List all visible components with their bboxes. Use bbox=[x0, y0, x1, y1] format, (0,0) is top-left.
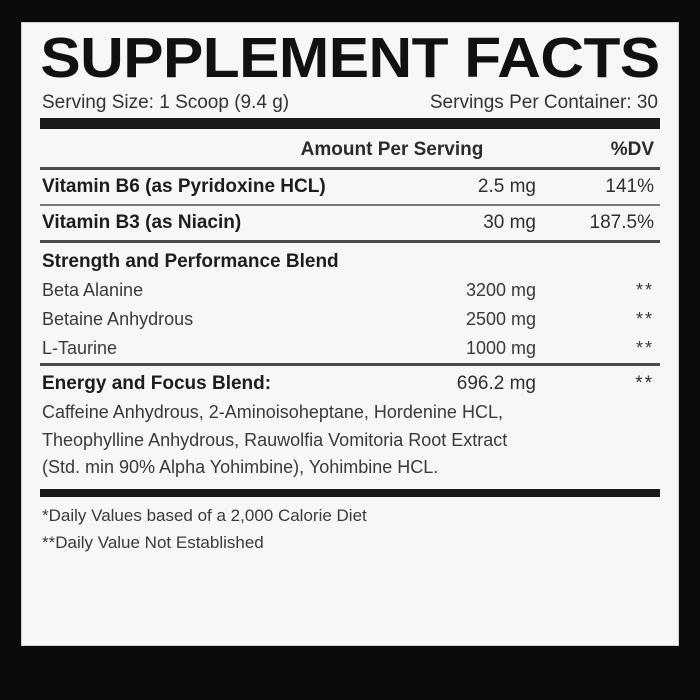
divider-thick-top bbox=[40, 118, 660, 129]
column-header-daily-value: %DV bbox=[610, 139, 654, 160]
divider-below-headers bbox=[40, 167, 660, 170]
ingredient-amount: 3200 mg bbox=[465, 280, 536, 300]
divider-thick-bottom bbox=[40, 488, 660, 497]
nutrient-row-vitamin-b6: Vitamin B6 (as Pyridoxine HCL) 2.5 mg 14… bbox=[40, 170, 660, 204]
ingredient-line: Caffeine Anhydrous, 2-Aminoisoheptane, H… bbox=[42, 402, 503, 422]
label-title: SUPPLEMENT FACTS bbox=[40, 26, 660, 90]
footnotes-block: *Daily Values based of a 2,000 Calorie D… bbox=[40, 497, 660, 556]
ingredient-amount: 1000 mg bbox=[465, 338, 536, 358]
energy-blend-daily-value: ** bbox=[635, 373, 654, 394]
nutrient-daily-value: 141% bbox=[605, 176, 654, 197]
nutrient-amount: 30 mg bbox=[483, 212, 536, 233]
ingredient-daily-value: ** bbox=[635, 338, 654, 358]
divider-between-vitamins bbox=[40, 204, 660, 206]
ingredient-row-betaine-anhydrous: Betaine Anhydrous 2500 mg ** bbox=[40, 305, 660, 334]
ingredient-amount: 2500 mg bbox=[465, 309, 536, 329]
ingredient-name: Beta Alanine bbox=[42, 280, 144, 300]
ingredient-line: Theophylline Anhydrous, Rauwolfia Vomito… bbox=[42, 429, 508, 450]
ingredient-row-l-taurine: L-Taurine 1000 mg ** bbox=[40, 334, 660, 363]
ingredient-name: L-Taurine bbox=[42, 338, 118, 358]
strength-blend-heading: Strength and Performance Blend bbox=[42, 251, 339, 272]
nutrient-name: Vitamin B6 (as Pyridoxine HCL) bbox=[42, 176, 326, 197]
energy-blend-heading: Energy and Focus Blend: bbox=[42, 373, 272, 394]
ingredient-daily-value: ** bbox=[635, 309, 654, 329]
footnote-daily-values: *Daily Values based of a 2,000 Calorie D… bbox=[42, 505, 367, 525]
energy-blend-amount: 696.2 mg bbox=[456, 373, 536, 394]
servings-per-container-text: Servings Per Container: 30 bbox=[429, 92, 658, 113]
ingredient-line: (Std. min 90% Alpha Yohimbine), Yohimbin… bbox=[42, 457, 439, 477]
ingredient-row-beta-alanine: Beta Alanine 3200 mg ** bbox=[40, 276, 660, 305]
label-panel: SUPPLEMENT FACTS Serving Size: 1 Scoop (… bbox=[21, 22, 679, 646]
nutrient-row-vitamin-b3: Vitamin B3 (as Niacin) 30 mg 187.5% bbox=[40, 206, 660, 240]
nutrient-name: Vitamin B3 (as Niacin) bbox=[42, 212, 242, 233]
serving-size-text: Serving Size: 1 Scoop (9.4 g) bbox=[42, 92, 290, 113]
ingredient-daily-value: ** bbox=[635, 280, 654, 300]
serving-info-row: Serving Size: 1 Scoop (9.4 g) Servings P… bbox=[40, 92, 660, 114]
ingredient-name: Betaine Anhydrous bbox=[42, 309, 194, 329]
footnote-not-established: **Daily Value Not Established bbox=[42, 532, 264, 552]
divider-above-strength-blend bbox=[40, 240, 660, 243]
energy-blend-ingredient-list: Caffeine Anhydrous, 2-Aminoisoheptane, H… bbox=[40, 397, 660, 482]
divider-above-energy-blend bbox=[40, 363, 660, 366]
column-header-row: Amount Per Serving %DV bbox=[40, 129, 660, 167]
nutrient-daily-value: 187.5% bbox=[589, 212, 654, 233]
energy-blend-row: Energy and Focus Blend: 696.2 mg ** bbox=[40, 366, 660, 397]
column-header-amount: Amount Per Serving bbox=[300, 139, 484, 160]
nutrient-amount: 2.5 mg bbox=[477, 176, 536, 197]
